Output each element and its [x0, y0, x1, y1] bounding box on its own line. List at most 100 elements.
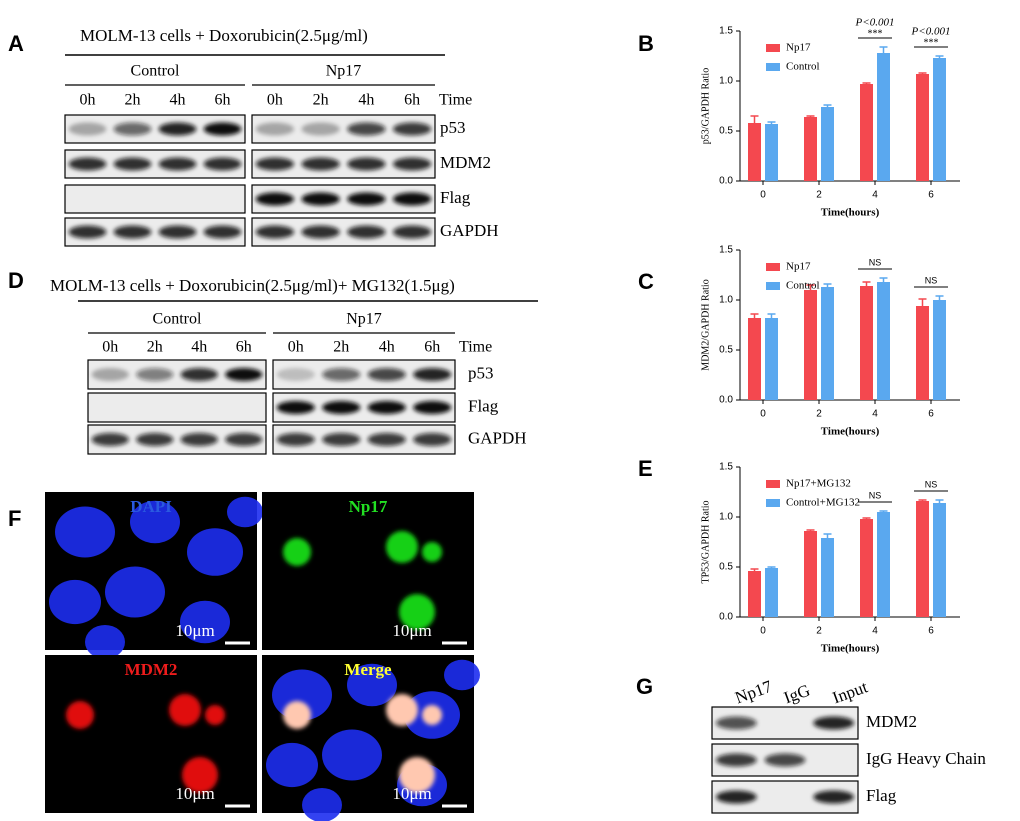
red-signal: [205, 705, 225, 725]
lane-label: 6h: [424, 339, 440, 356]
band: [136, 433, 174, 446]
band: [347, 122, 386, 136]
bar: [748, 123, 761, 181]
y-tick-label: 0.0: [719, 612, 733, 623]
band: [203, 225, 242, 239]
band: [255, 157, 295, 171]
x-tick-label: 2: [816, 626, 822, 637]
bar: [860, 286, 873, 400]
error-bar: [767, 121, 776, 124]
band: [347, 225, 386, 239]
y-tick-label: 0.5: [719, 126, 733, 137]
nucleus: [187, 528, 243, 576]
legend-swatch: [766, 44, 780, 52]
panel-letter: B: [638, 31, 654, 56]
band: [392, 192, 432, 206]
legend-label: Control+MG132: [786, 497, 860, 509]
error-bar: [862, 82, 871, 84]
error-bar: [750, 313, 759, 318]
band: [301, 192, 340, 206]
y-tick-label: 0.5: [719, 562, 733, 573]
error-bar: [823, 104, 832, 107]
axis-label: Time: [459, 339, 492, 356]
x-tick-label: 0: [760, 190, 766, 201]
band: [68, 122, 107, 136]
row-label: GAPDH: [468, 428, 527, 447]
y-tick-label: 0.5: [719, 345, 733, 356]
band: [367, 401, 406, 414]
x-tick-label: 4: [872, 409, 878, 420]
row-label: Flag: [468, 396, 499, 415]
bar: [916, 501, 929, 617]
scale-label: 10μm: [175, 621, 214, 640]
merge-signal: [283, 701, 311, 729]
lane-label: 6h: [404, 92, 420, 109]
error-bar: [879, 277, 888, 282]
nucleus: [180, 600, 230, 644]
lane-label: IgG: [781, 681, 812, 708]
lane-label: 4h: [379, 339, 395, 356]
blot-frame: [87, 392, 267, 423]
group-label: Np17: [346, 311, 382, 328]
group-label: Np17: [326, 63, 362, 80]
y-tick-label: 1.0: [719, 512, 733, 523]
panel-letter: A: [8, 31, 24, 56]
band: [322, 401, 361, 414]
red-signal: [169, 694, 201, 726]
band: [158, 157, 197, 171]
legend-swatch: [766, 499, 780, 507]
band: [203, 122, 242, 136]
band: [91, 433, 129, 446]
band: [347, 192, 386, 206]
band: [367, 368, 406, 381]
band: [276, 401, 315, 414]
error-bar: [750, 115, 759, 123]
bar: [821, 538, 834, 617]
band: [255, 225, 295, 239]
legend-label: Control: [786, 61, 820, 73]
nucleus: [49, 579, 101, 625]
error-bar: [862, 281, 871, 286]
band: [347, 157, 386, 171]
panel-letter: D: [8, 268, 24, 293]
row-label: p53: [440, 118, 466, 137]
nucleus: [85, 625, 125, 659]
panel-letter: E: [638, 456, 653, 481]
row-label: p53: [468, 363, 494, 382]
error-bar: [806, 284, 815, 290]
band: [715, 716, 757, 730]
blot-title: MOLM-13 cells + Doxorubicin(2.5μg/ml)+ M…: [50, 276, 455, 295]
y-axis-label: p53/GAPDH Ratio: [700, 68, 711, 144]
x-tick-label: 0: [760, 626, 766, 637]
green-signal: [283, 538, 311, 566]
error-bar: [823, 533, 832, 538]
row-label: IgG Heavy Chain: [866, 749, 986, 768]
band: [113, 225, 152, 239]
bar: [748, 318, 761, 400]
band: [255, 192, 295, 206]
bar: [765, 124, 778, 181]
micro-image: [45, 655, 257, 813]
bar: [765, 568, 778, 617]
error-bar: [823, 283, 832, 287]
x-tick-label: 4: [872, 190, 878, 201]
error-bar: [918, 298, 927, 306]
red-signal: [182, 757, 218, 793]
band: [301, 122, 340, 136]
group-label: Control: [153, 311, 202, 328]
lane-label: 6h: [215, 92, 231, 109]
band: [68, 157, 107, 171]
green-signal: [422, 542, 442, 562]
green-signal: [399, 594, 435, 630]
bar: [877, 53, 890, 181]
legend-swatch: [766, 263, 780, 271]
image-label: Merge: [344, 660, 392, 679]
band: [158, 122, 197, 136]
bar: [748, 571, 761, 617]
band: [255, 122, 295, 136]
lane-label: 0h: [267, 92, 283, 109]
bar: [804, 290, 817, 400]
lane-label: Input: [830, 677, 870, 707]
x-tick-label: 2: [816, 190, 822, 201]
scale-label: 10μm: [175, 784, 214, 803]
